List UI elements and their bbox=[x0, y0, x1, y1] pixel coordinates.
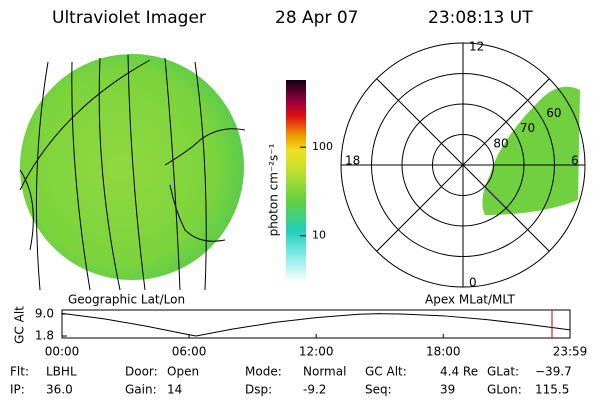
field-label: Door: bbox=[125, 365, 158, 379]
time: 23:08:13 UT bbox=[428, 8, 533, 28]
polar-spoke bbox=[376, 78, 550, 252]
title: Ultraviolet Imager bbox=[52, 8, 206, 28]
mlt-label: 12 bbox=[469, 40, 484, 54]
x-tick-label: 18:00 bbox=[426, 345, 461, 359]
polar-ring-label: 80 bbox=[493, 136, 508, 150]
x-tick-label: 06:00 bbox=[172, 345, 207, 359]
polar-panel-label: Apex MLat/MLT bbox=[425, 293, 515, 307]
field-value: 39 bbox=[440, 383, 455, 397]
y-tick-label: 1.8 bbox=[35, 329, 54, 343]
x-tick-label: 12:00 bbox=[299, 345, 334, 359]
mlt-label: 18 bbox=[345, 154, 360, 168]
polar-ring bbox=[371, 73, 555, 257]
colorbar-label: photon cm⁻²s⁻¹ bbox=[267, 143, 281, 236]
field-label: Flt: bbox=[10, 365, 29, 379]
field-label: IP: bbox=[10, 383, 25, 397]
field-value: Open bbox=[167, 365, 199, 379]
field-label: GC Alt: bbox=[365, 365, 407, 379]
field-value: Normal bbox=[303, 365, 346, 379]
field-label: GLat: bbox=[487, 365, 519, 379]
x-tick-label: 00:00 bbox=[45, 345, 80, 359]
field-label: GLon: bbox=[487, 383, 522, 397]
polar-ring-label: 60 bbox=[546, 106, 561, 120]
field-label: Dsp: bbox=[245, 383, 272, 397]
mlt-label: 6 bbox=[571, 154, 579, 168]
mlt-label: 0 bbox=[469, 276, 477, 290]
alt-ylabel: GC Alt bbox=[13, 306, 27, 344]
polar-ring bbox=[401, 103, 525, 227]
polar-ring bbox=[432, 134, 494, 196]
y-tick-label: 9.0 bbox=[35, 306, 54, 320]
field-value: LBHL bbox=[46, 365, 77, 379]
x-tick-label: 23:59 bbox=[553, 345, 588, 359]
field-value: −39.7 bbox=[535, 365, 572, 379]
colorbar-tick-label: 10 bbox=[312, 229, 326, 242]
colorbar bbox=[286, 80, 306, 282]
field-value: -9.2 bbox=[303, 383, 326, 397]
field-value: 115.5 bbox=[535, 383, 569, 397]
field-value: 14 bbox=[167, 383, 182, 397]
left-panel-label: Geographic Lat/Lon bbox=[68, 293, 185, 307]
field-value: 4.4 Re bbox=[440, 365, 478, 379]
polar-ring-label: 70 bbox=[520, 121, 535, 135]
altitude-line bbox=[61, 312, 571, 337]
geographic-image bbox=[19, 54, 246, 291]
polar-plot bbox=[340, 42, 586, 288]
date: 28 Apr 07 bbox=[275, 8, 358, 28]
field-label: Seq: bbox=[365, 383, 392, 397]
field-label: Gain: bbox=[125, 383, 157, 397]
field-label: Mode: bbox=[245, 365, 282, 379]
field-value: 36.0 bbox=[46, 383, 73, 397]
alt-frame bbox=[61, 309, 571, 339]
polar-image bbox=[482, 86, 580, 216]
colorbar-tick-label: 100 bbox=[312, 140, 333, 153]
